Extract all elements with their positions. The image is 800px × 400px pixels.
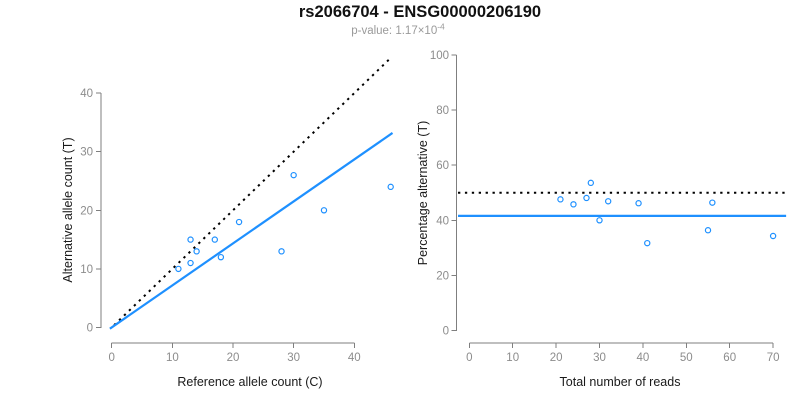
y-tick-label: 100: [430, 50, 449, 62]
data-point: [175, 265, 182, 273]
left-scatter-plot: Reference allele count (C) Alternative a…: [61, 57, 394, 389]
y-tick-label: 20: [80, 205, 93, 217]
x-tick-label: 30: [593, 352, 606, 364]
data-point: [583, 194, 590, 202]
data-point: [596, 217, 603, 224]
data-point: [709, 199, 716, 206]
data-point: [290, 171, 297, 179]
y-tick-label: 40: [436, 215, 449, 227]
data-point: [587, 179, 595, 187]
data-point: [187, 259, 194, 267]
x-axis-title-right: Total number of reads: [560, 375, 681, 389]
right-plot-axes-and-data: 0 10 20 30 40 50 60 70 0 20 40 60 80 100: [430, 50, 787, 364]
data-point: [604, 198, 612, 205]
pvalue-text: p-value: 1.17×10: [351, 25, 437, 37]
x-axis-title-left: Reference allele count (C): [177, 375, 322, 389]
data-point: [387, 183, 394, 191]
figure-title: rs2066704 - ENSG00000206190: [299, 3, 541, 21]
x-tick-label: 40: [348, 352, 361, 364]
y-tick-label: 30: [80, 147, 93, 159]
y-tick-label: 40: [80, 88, 93, 100]
x-tick-label: 40: [637, 352, 650, 364]
data-point: [187, 236, 194, 243]
data-point: [704, 227, 712, 234]
x-tick-label: 20: [550, 352, 563, 364]
x-tick-label: 10: [506, 352, 519, 364]
pvalue-exponent: -4: [437, 22, 445, 32]
data-point: [193, 248, 200, 255]
y-tick-label: 60: [436, 160, 449, 172]
y-tick-label: 0: [87, 323, 93, 335]
x-tick-label: 30: [287, 352, 300, 364]
left-plot-axes-and-data: 0 10 20 30 40 0 10 20 30 40: [80, 57, 394, 364]
pvalue-subtitle: p-value: 1.17×10-4: [351, 22, 445, 38]
data-point: [570, 201, 577, 208]
x-tick-label: 0: [466, 352, 472, 364]
y-tick-label: 0: [443, 326, 449, 338]
data-point: [278, 248, 285, 255]
data-point: [235, 218, 243, 226]
data-point: [217, 253, 225, 261]
x-tick-label: 60: [723, 352, 736, 364]
identity-line: [113, 57, 392, 326]
y-tick-label: 10: [80, 264, 93, 276]
data-point: [635, 200, 642, 207]
y-axis-title-left: Alternative allele count (T): [61, 137, 75, 282]
data-point: [557, 196, 564, 203]
data-point: [769, 232, 777, 240]
x-tick-label: 70: [767, 352, 780, 364]
data-point: [211, 236, 219, 243]
y-tick-label: 20: [436, 270, 449, 282]
data-point: [644, 239, 651, 247]
x-tick-label: 50: [680, 352, 693, 364]
x-tick-label: 10: [166, 352, 179, 364]
y-axis-title-right: Percentage alternative (T): [416, 121, 430, 266]
right-scatter-plot: Total number of reads Percentage alterna…: [416, 50, 787, 389]
x-tick-label: 20: [227, 352, 240, 364]
data-point: [320, 207, 328, 214]
x-tick-label: 0: [108, 352, 114, 364]
fit-line: [109, 132, 394, 330]
y-tick-label: 80: [436, 105, 449, 117]
